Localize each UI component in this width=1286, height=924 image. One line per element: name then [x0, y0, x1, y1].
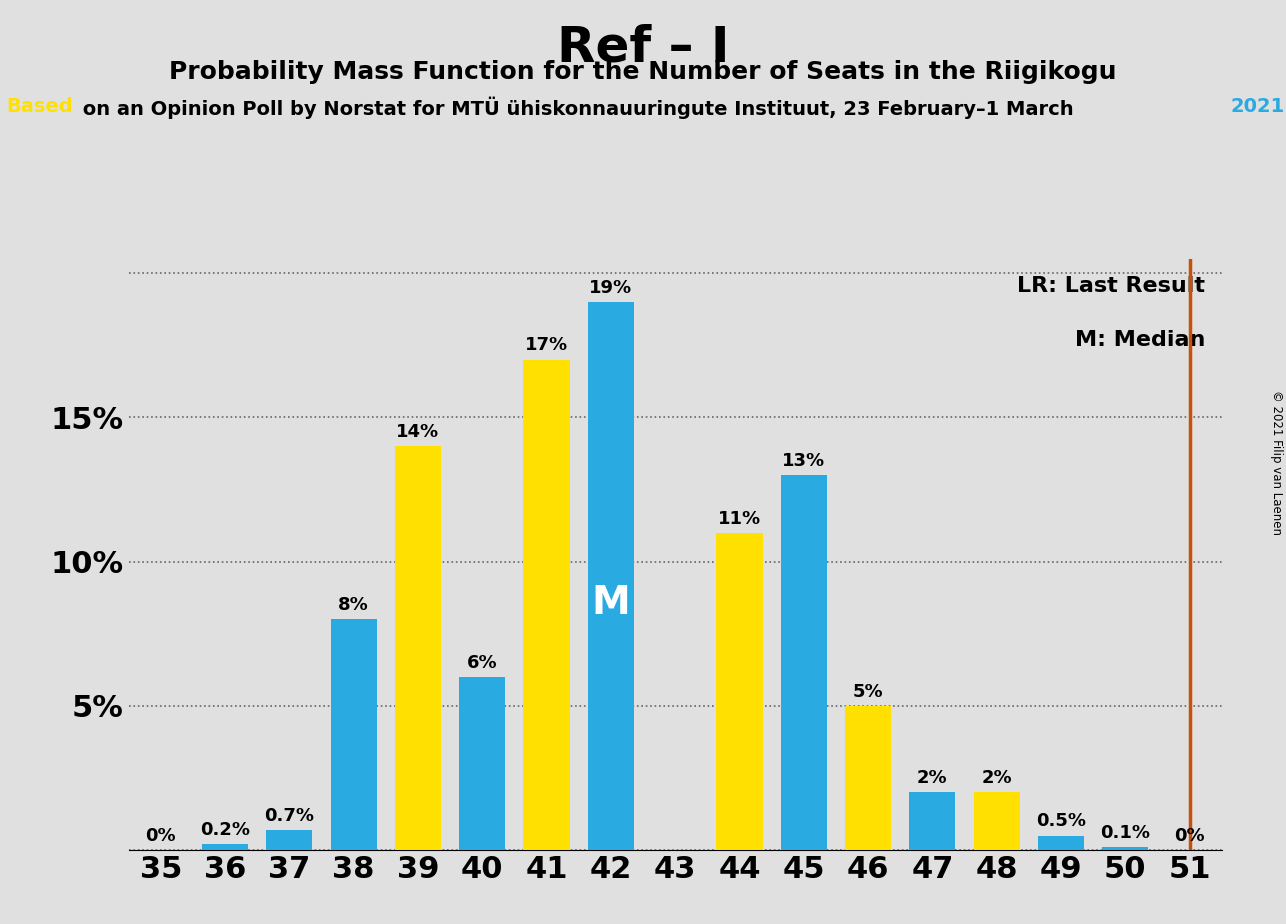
Text: 2021: 2021 — [1231, 97, 1285, 116]
Text: Ref – I: Ref – I — [557, 23, 729, 71]
Text: 2%: 2% — [981, 769, 1012, 787]
Text: M: M — [592, 585, 630, 623]
Bar — [845, 706, 891, 850]
Bar — [1102, 847, 1148, 850]
Text: LR: Last Result: LR: Last Result — [1017, 276, 1205, 297]
Bar — [395, 446, 441, 850]
Text: 0.5%: 0.5% — [1037, 812, 1085, 831]
Bar — [523, 359, 570, 850]
Text: 17%: 17% — [525, 336, 568, 355]
Text: 11%: 11% — [718, 509, 761, 528]
Text: 0.2%: 0.2% — [201, 821, 249, 839]
Bar — [974, 793, 1020, 850]
Text: © 2021 Filip van Laenen: © 2021 Filip van Laenen — [1271, 390, 1283, 534]
Text: 14%: 14% — [396, 423, 440, 441]
Text: 5%: 5% — [853, 683, 883, 700]
Text: 8%: 8% — [338, 596, 369, 614]
Text: 0.7%: 0.7% — [265, 807, 314, 825]
Bar — [202, 845, 248, 850]
Bar — [781, 475, 827, 850]
Text: 0%: 0% — [1174, 827, 1205, 845]
Text: 0%: 0% — [145, 827, 176, 845]
Bar — [266, 830, 312, 850]
Bar — [459, 677, 505, 850]
Text: 19%: 19% — [589, 279, 633, 297]
Bar — [1038, 835, 1084, 850]
Text: 6%: 6% — [467, 654, 498, 672]
Text: M: Median: M: Median — [1075, 330, 1205, 349]
Text: 13%: 13% — [782, 452, 826, 470]
Text: on an Opinion Poll by Norstat for MTÜ ühiskonnauuringute Instituut, 23 February–: on an Opinion Poll by Norstat for MTÜ üh… — [76, 97, 1074, 119]
Text: Based: Based — [6, 97, 73, 116]
Bar — [909, 793, 955, 850]
Text: Probability Mass Function for the Number of Seats in the Riigikogu: Probability Mass Function for the Number… — [170, 60, 1116, 84]
Text: LR: LR — [846, 778, 890, 807]
Bar — [588, 302, 634, 850]
Text: 2%: 2% — [917, 769, 948, 787]
Bar — [716, 533, 763, 850]
Bar — [331, 619, 377, 850]
Text: 0.1%: 0.1% — [1101, 824, 1150, 842]
